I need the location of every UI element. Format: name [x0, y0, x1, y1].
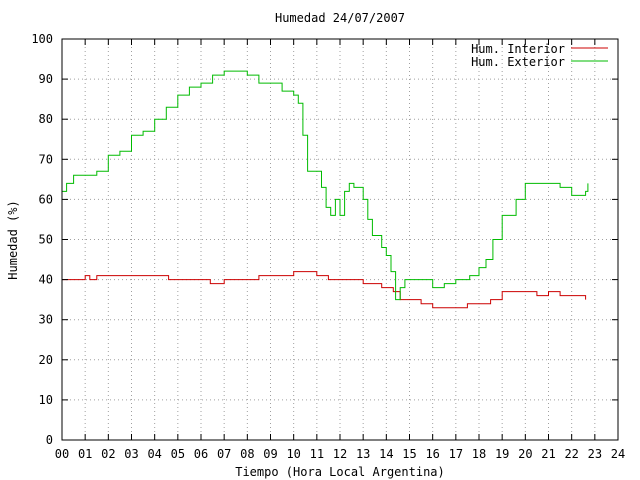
x-tick-label: 06 [194, 447, 208, 461]
legend-label-exterior: Hum. Exterior [471, 55, 565, 69]
series-line-interior [62, 271, 587, 309]
y-tick-label: 50 [39, 233, 53, 247]
x-tick-label: 20 [518, 447, 532, 461]
x-tick-label: 07 [217, 447, 231, 461]
y-tick-label: 40 [39, 273, 53, 287]
x-tick-label: 23 [588, 447, 602, 461]
x-tick-label: 08 [240, 447, 254, 461]
y-tick-label: 100 [31, 32, 53, 46]
x-tick-label: 03 [124, 447, 138, 461]
y-tick-label: 30 [39, 313, 53, 327]
y-tick-label: 90 [39, 72, 53, 86]
x-tick-label: 00 [55, 447, 69, 461]
series-layer [62, 70, 589, 309]
x-tick-label: 04 [147, 447, 161, 461]
x-tick-label: 21 [541, 447, 555, 461]
x-axis-label: Tiempo (Hora Local Argentina) [235, 465, 445, 479]
x-tick-label: 14 [379, 447, 393, 461]
x-tick-label: 13 [356, 447, 370, 461]
x-tick-label: 01 [78, 447, 92, 461]
x-tick-label: 09 [263, 447, 277, 461]
grid-lines [62, 39, 618, 440]
tick-marks [61, 38, 619, 441]
x-tick-label: 02 [101, 447, 115, 461]
y-axis-label: Humedad (%) [6, 200, 20, 279]
x-tick-label: 10 [286, 447, 300, 461]
y-tick-label: 10 [39, 393, 53, 407]
x-tick-label: 11 [310, 447, 324, 461]
y-tick-label: 20 [39, 353, 53, 367]
x-tick-label: 22 [564, 447, 578, 461]
x-tick-label: 05 [171, 447, 185, 461]
x-tick-label: 24 [611, 447, 625, 461]
x-tick-label: 18 [472, 447, 486, 461]
y-tick-label: 70 [39, 152, 53, 166]
chart-title: Humedad 24/07/2007 [275, 11, 405, 25]
y-tick-label: 0 [46, 433, 53, 447]
legend-label-interior: Hum. Interior [471, 42, 565, 56]
x-tick-label: 19 [495, 447, 509, 461]
x-tick-label: 15 [402, 447, 416, 461]
x-tick-label: 12 [333, 447, 347, 461]
x-tick-label: 17 [449, 447, 463, 461]
legend: Hum. Interior Hum. Exterior [471, 42, 608, 69]
y-tick-label: 60 [39, 192, 53, 206]
tick-labels: 00 01 02 03 04 05 06 07 08 09 10 11 12 13 14 15 16 17 18 19… [31, 32, 625, 461]
series-line-exterior [62, 70, 589, 301]
x-tick-label: 16 [425, 447, 439, 461]
y-tick-label: 80 [39, 112, 53, 126]
